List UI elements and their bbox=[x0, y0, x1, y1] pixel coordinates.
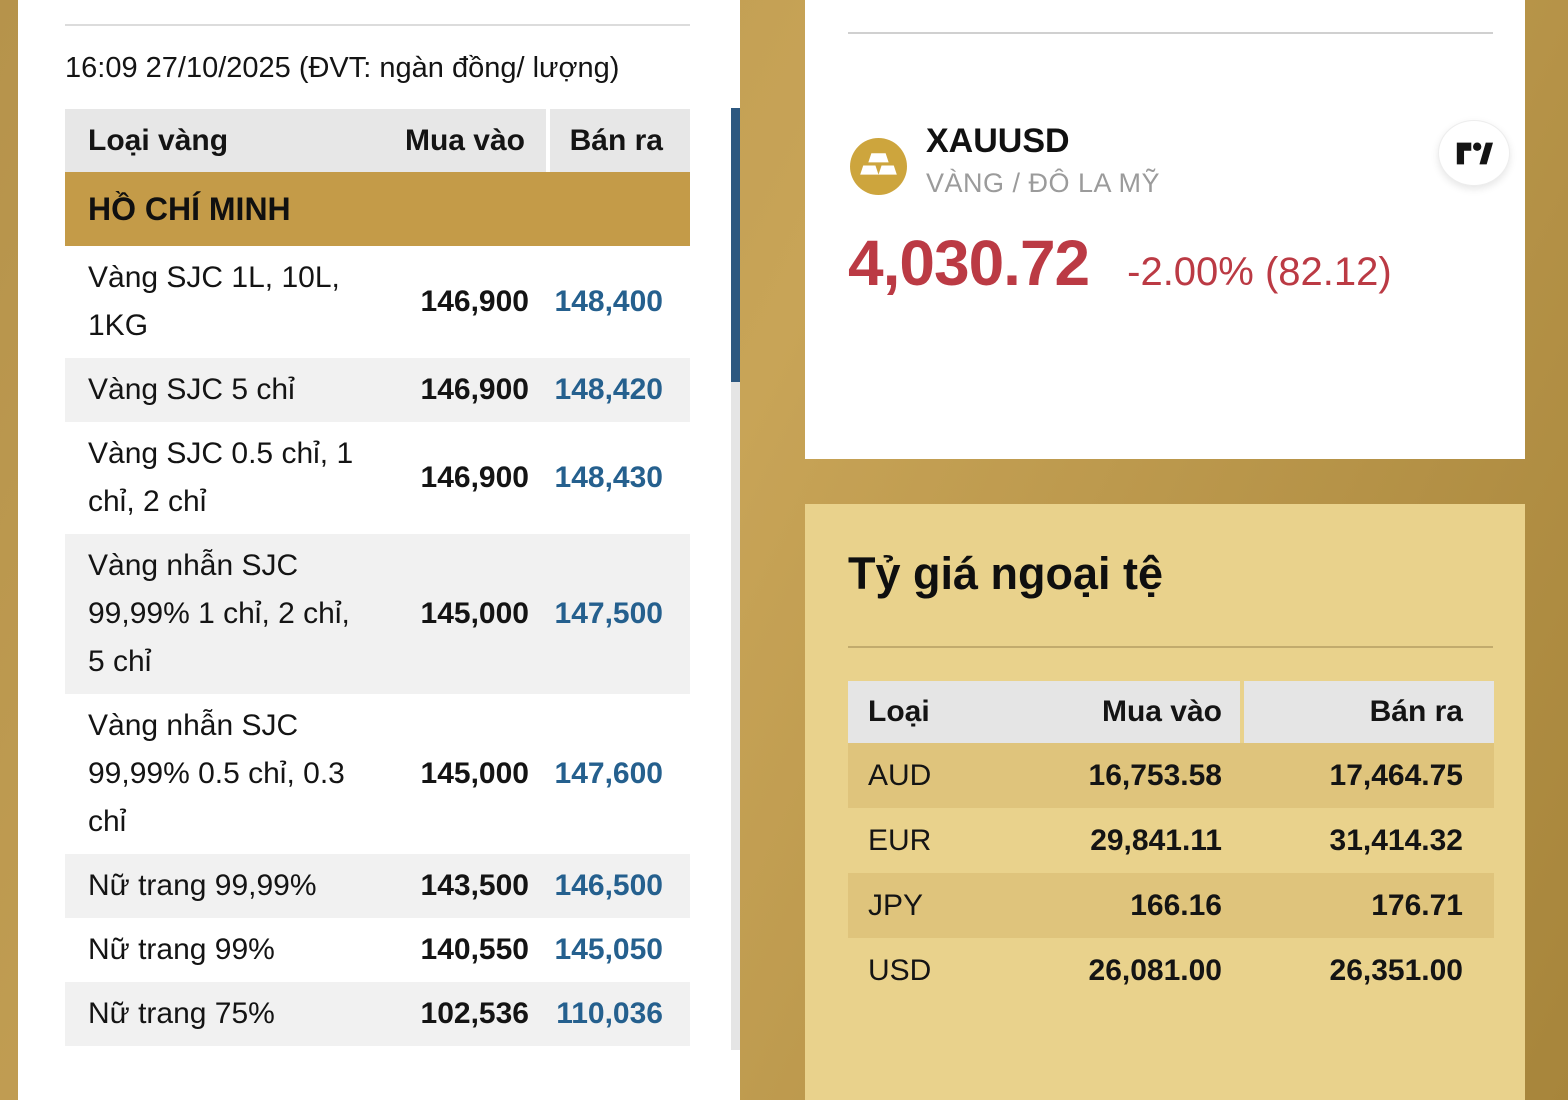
fx-rates-card: Tỷ giá ngoại tệ Loại Mua vào Bán ra AUD … bbox=[805, 504, 1525, 1100]
scrollbar-thumb[interactable] bbox=[731, 108, 740, 382]
gold-type: Vàng nhẫn SJC 99,99% 0.5 chỉ, 0.3 chỉ bbox=[88, 709, 345, 838]
col-header-type: Loại vàng bbox=[88, 123, 229, 157]
top-divider bbox=[65, 24, 690, 26]
fx-header-left: Loại Mua vào bbox=[848, 681, 1240, 743]
fx-buy-value: 29,841.11 bbox=[1090, 823, 1222, 857]
sell-value: 147,600 bbox=[554, 757, 663, 790]
buy-value: 146,900 bbox=[420, 461, 529, 494]
table-row: Vàng SJC 0.5 chỉ, 1 chỉ, 2 chỉ 146,900 1… bbox=[65, 422, 690, 534]
currency-code: EUR bbox=[868, 823, 932, 857]
fx-title-divider bbox=[848, 646, 1493, 648]
fx-col-header-type: Loại bbox=[868, 695, 930, 728]
table-row: Vàng SJC 1L, 10L, 1KG 146,900 148,400 bbox=[65, 246, 690, 358]
buy-value: 140,550 bbox=[420, 933, 529, 966]
col-header-buy: Mua vào bbox=[404, 123, 525, 157]
sell-value: 148,400 bbox=[554, 285, 663, 318]
fx-row: USD 26,081.00 26,351.00 bbox=[848, 938, 1494, 1003]
table-row: Nữ trang 75% 102,536 110,036 bbox=[65, 982, 690, 1046]
fx-sell-value: 17,464.75 bbox=[1329, 758, 1463, 792]
sell-value: 145,050 bbox=[554, 933, 663, 966]
buy-value: 146,900 bbox=[420, 285, 529, 318]
currency-code: USD bbox=[868, 953, 932, 987]
tradingview-icon[interactable] bbox=[1438, 120, 1510, 186]
fx-header-right: Bán ra bbox=[1244, 681, 1494, 743]
widget-top-divider bbox=[848, 32, 1493, 34]
fx-row: AUD 16,753.58 17,464.75 bbox=[848, 743, 1494, 808]
fx-rates-table: Loại Mua vào Bán ra AUD 16,753.58 17,464… bbox=[848, 681, 1494, 1003]
sell-value: 110,036 bbox=[556, 997, 663, 1030]
gold-type: Vàng nhẫn SJC 99,99% 1 chỉ, 2 chỉ, 5 chỉ bbox=[88, 549, 350, 678]
fx-card-title: Tỷ giá ngoại tệ bbox=[848, 548, 1164, 599]
buy-value: 143,500 bbox=[420, 869, 529, 902]
scrollbar-track[interactable] bbox=[731, 108, 740, 1050]
gold-type: Nữ trang 99,99% bbox=[88, 869, 317, 902]
gold-price-table: Loại vàng Mua vào Bán ra HỒ CHÍ MINH Vàn… bbox=[65, 109, 690, 1046]
gold-price-card-inner: 16:09 27/10/2025 (ĐVT: ngàn đồng/ lượng)… bbox=[18, 0, 690, 1046]
symbol-description: VÀNG / ĐÔ LA MỸ bbox=[926, 168, 1161, 198]
buy-value: 146,900 bbox=[420, 373, 529, 406]
price-row: 4,030.72 -2.00% (82.12) bbox=[848, 226, 1392, 300]
fx-sell-value: 26,351.00 bbox=[1329, 953, 1463, 987]
gold-type: Nữ trang 75% bbox=[88, 997, 275, 1030]
sell-value: 146,500 bbox=[554, 869, 663, 902]
fx-sell-value: 31,414.32 bbox=[1329, 823, 1463, 857]
last-price: 4,030.72 bbox=[848, 227, 1090, 299]
fx-buy-value: 166.16 bbox=[1130, 888, 1222, 922]
col-header-sell: Bán ra bbox=[569, 123, 663, 157]
table-row: Nữ trang 99,99% 143,500 146,500 bbox=[65, 854, 690, 918]
gold-price-card: 16:09 27/10/2025 (ĐVT: ngàn đồng/ lượng)… bbox=[18, 0, 740, 1100]
table-row: Vàng nhẫn SJC 99,99% 0.5 chỉ, 0.3 chỉ 14… bbox=[65, 694, 690, 854]
region-section-header: HỒ CHÍ MINH bbox=[65, 172, 690, 246]
currency-code: JPY bbox=[868, 888, 924, 922]
buy-value: 102,536 bbox=[420, 997, 529, 1030]
fx-col-header-buy: Mua vào bbox=[1101, 695, 1222, 728]
symbol-name: XAUUSD bbox=[926, 122, 1070, 160]
fx-buy-value: 16,753.58 bbox=[1088, 758, 1222, 792]
gold-type: Vàng SJC 0.5 chỉ, 1 chỉ, 2 chỉ bbox=[88, 437, 354, 518]
xauusd-widget-card: XAUUSD VÀNG / ĐÔ LA MỸ 4,030.72 -2.00% (… bbox=[805, 0, 1525, 459]
price-timestamp: 16:09 27/10/2025 (ĐVT: ngàn đồng/ lượng) bbox=[65, 52, 620, 84]
sell-value: 148,430 bbox=[554, 461, 663, 494]
fx-row: EUR 29,841.11 31,414.32 bbox=[848, 808, 1494, 873]
gold-type: Nữ trang 99% bbox=[88, 933, 275, 966]
gold-type: Vàng SJC 1L, 10L, 1KG bbox=[88, 261, 340, 342]
buy-value: 145,000 bbox=[420, 597, 529, 630]
fx-buy-value: 26,081.00 bbox=[1088, 953, 1222, 987]
gold-type: Vàng SJC 5 chỉ bbox=[88, 373, 295, 406]
fx-sell-value: 176.71 bbox=[1371, 888, 1463, 922]
fx-table-body: AUD 16,753.58 17,464.75 EUR 29,841.11 31… bbox=[848, 743, 1494, 1003]
table-row: Vàng SJC 5 chỉ 146,900 148,420 bbox=[65, 358, 690, 422]
fx-row: JPY 166.16 176.71 bbox=[848, 873, 1494, 938]
gold-table-header-right: Bán ra bbox=[550, 109, 690, 172]
table-row: Nữ trang 99% 140,550 145,050 bbox=[65, 918, 690, 982]
fx-table-header: Loại Mua vào Bán ra bbox=[848, 681, 1494, 743]
fx-col-header-sell: Bán ra bbox=[1369, 695, 1463, 728]
sell-value: 148,420 bbox=[554, 373, 663, 406]
gold-table-header-left: Loại vàng Mua vào bbox=[65, 109, 546, 172]
gold-table-body: Vàng SJC 1L, 10L, 1KG 146,900 148,400 Và… bbox=[65, 246, 690, 1046]
buy-value: 145,000 bbox=[420, 757, 529, 790]
gold-bars-icon bbox=[850, 138, 907, 195]
price-change: -2.00% (82.12) bbox=[1127, 250, 1392, 294]
currency-code: AUD bbox=[868, 758, 932, 792]
sell-value: 147,500 bbox=[554, 597, 663, 630]
gold-table-header: Loại vàng Mua vào Bán ra bbox=[65, 109, 690, 172]
table-row: Vàng nhẫn SJC 99,99% 1 chỉ, 2 chỉ, 5 chỉ… bbox=[65, 534, 690, 694]
